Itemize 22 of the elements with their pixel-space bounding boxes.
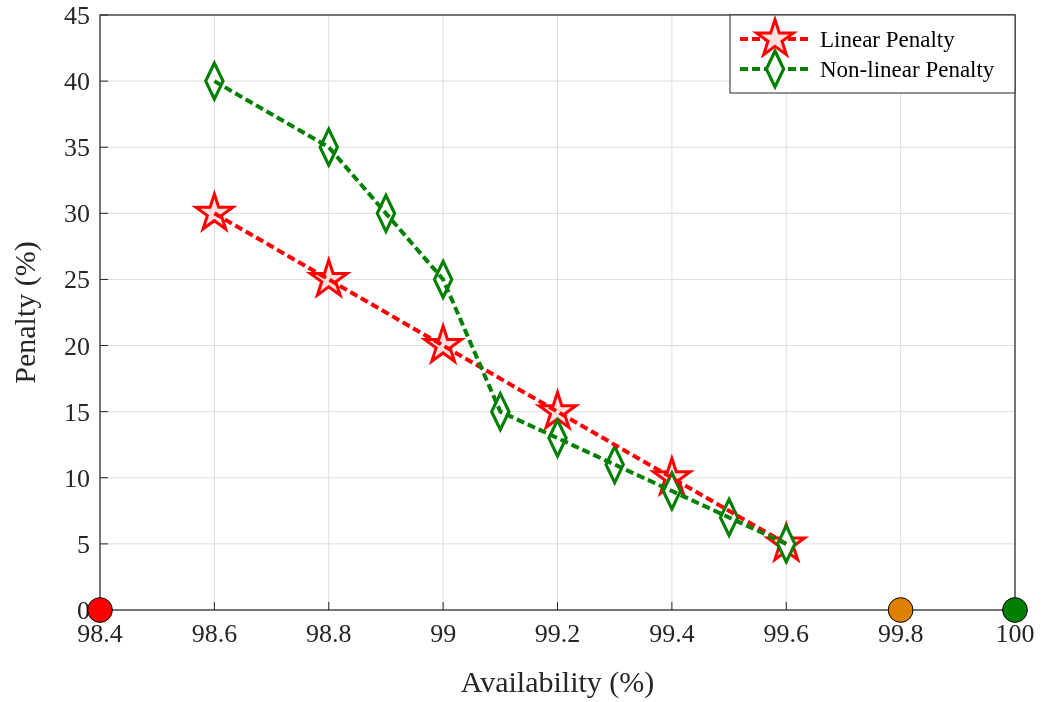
x-tick-label: 98.8 (306, 619, 352, 648)
x-tick-label: 99.4 (649, 619, 695, 648)
y-axis-title: Penalty (%) (8, 241, 42, 384)
y-tick-label: 10 (64, 463, 90, 493)
y-tick-label: 5 (77, 529, 90, 559)
x-axis-title: Availability (%) (460, 665, 655, 699)
x-tick-label: 100 (995, 619, 1035, 648)
legend-label: Linear Penalty (820, 27, 956, 52)
x-tick-label: 98.6 (191, 619, 238, 648)
y-tick-label: 35 (64, 133, 90, 163)
y-tick-label: 40 (64, 67, 90, 97)
y-tick-label: 25 (64, 265, 90, 295)
legend-label: Non-linear Penalty (820, 57, 995, 82)
y-tick-label: 15 (64, 397, 90, 427)
y-tick-label: 20 (64, 331, 90, 361)
y-tick-label: 45 (64, 1, 90, 30)
x-tick-label: 99.2 (534, 619, 581, 648)
y-tick-label: 30 (64, 199, 90, 229)
x-tick-label: 98.4 (77, 619, 123, 648)
x-tick-label: 99.8 (877, 619, 924, 648)
x-tick-label: 99 (430, 619, 457, 648)
x-tick-label: 99.6 (763, 619, 809, 648)
